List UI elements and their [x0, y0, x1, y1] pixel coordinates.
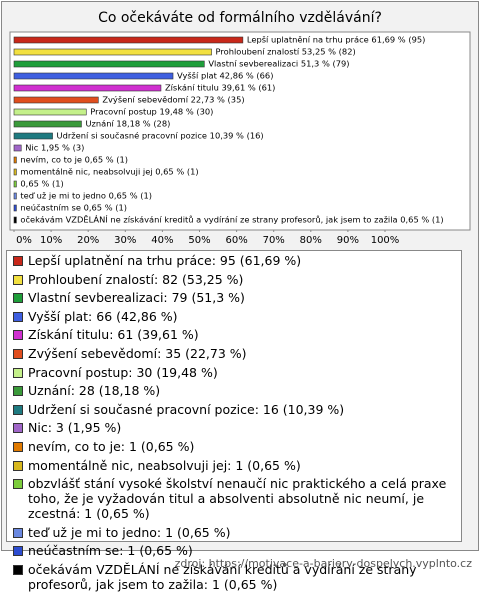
legend-swatch — [13, 423, 23, 434]
bar-label: 0,65 % (1) — [20, 179, 63, 189]
legend-item: Získání titulu: 61 (39,61 %) — [13, 327, 455, 342]
bar-label: Pracovní postup 19,48 % (30) — [90, 107, 213, 117]
legend-swatch — [13, 460, 23, 471]
legend-swatch — [13, 293, 23, 304]
bar — [13, 156, 17, 164]
bar-label: očekávám VZDĚLÁNÍ ne získávání kreditů a… — [20, 214, 443, 225]
legend-label: Nic: 3 (1,95 %) — [28, 420, 122, 436]
bar-label: Lepší uplatnění na trhu práce 61,69 % (9… — [247, 35, 426, 45]
legend-swatch — [13, 367, 23, 378]
legend-item: nevím, co to je: 1 (0,65 %) — [13, 439, 455, 454]
legend-label: Udržení si současné pracovní pozice: 16 … — [28, 401, 345, 417]
legend-label: Vyšší plat: 66 (42,86 %) — [28, 308, 178, 324]
bar — [13, 192, 17, 200]
bar — [13, 72, 174, 80]
x-tick-label: 0% — [16, 235, 32, 246]
legend-swatch — [13, 274, 23, 285]
legend-swatch — [13, 479, 23, 490]
bar-label: Nic 1,95 % (3) — [25, 143, 84, 153]
legend-item: Zvýšení sebevědomí: 35 (22,73 %) — [13, 346, 455, 361]
bar — [13, 96, 99, 104]
bar — [13, 168, 17, 176]
legend-swatch — [13, 404, 23, 415]
bar — [13, 216, 17, 224]
legend-swatch — [13, 564, 23, 575]
legend-swatch — [13, 330, 23, 341]
x-tick-label: 30% — [114, 235, 136, 246]
legend-item: teď už je mi to jedno: 1 (0,65 %) — [13, 525, 455, 540]
legend-item: momentálně nic, neabsolvuji jej: 1 (0,65… — [13, 458, 455, 473]
legend-swatch — [13, 527, 23, 538]
bar — [13, 60, 205, 68]
x-tick-label: 100% — [371, 235, 400, 246]
legend-item: Vlastní sevberealizaci: 79 (51,3 %) — [13, 290, 455, 305]
bar — [13, 120, 82, 128]
bar — [13, 144, 22, 152]
bar-label: Získání titulu 39,61 % (61) — [165, 83, 275, 93]
legend-swatch — [13, 386, 23, 397]
bar — [13, 132, 53, 140]
legend-item: Prohloubení znalostí: 82 (53,25 %) — [13, 272, 455, 287]
x-tick-label: 20% — [77, 235, 99, 246]
bar — [13, 108, 87, 116]
bar-label: teď už je mi to jedno 0,65 % (1) — [20, 191, 152, 201]
legend-swatch — [13, 348, 23, 359]
bar-label: Vyšší plat 42,86 % (66) — [177, 71, 273, 81]
legend-item: neúčastním se: 1 (0,65 %) — [13, 543, 455, 558]
legend-label: nevím, co to je: 1 (0,65 %) — [28, 438, 195, 454]
legend: Lepší uplatnění na trhu práce: 95 (61,69… — [6, 250, 462, 592]
bar-label: nevím, co to je 0,65 % (1) — [20, 155, 128, 165]
legend-label: teď už je mi to jedno: 1 (0,65 %) — [28, 524, 231, 540]
legend-swatch — [13, 441, 23, 452]
bar-label: Vlastní sevberealizaci 51,3 % (79) — [208, 59, 349, 69]
x-tick-label: 70% — [263, 235, 285, 246]
legend-label: Lepší uplatnění na trhu práce: 95 (61,69… — [28, 253, 302, 268]
x-tick-label: 10% — [40, 235, 62, 246]
bar-label: Uznání 18,18 % (28) — [85, 119, 170, 129]
legend-item: Nic: 3 (1,95 %) — [13, 420, 455, 435]
chart: Co očekáváte od formálního vzdělávání? 0… — [9, 10, 471, 246]
bar-label: Zvýšení sebevědomí 22,73 % (35) — [102, 95, 244, 105]
legend-item: obzvlášť stání vysoké školství nenaučí n… — [13, 476, 455, 521]
bar-label: Udržení si současné pracovní pozice 10,3… — [57, 131, 264, 141]
legend-swatch — [13, 311, 23, 322]
legend-label: Vlastní sevberealizaci: 79 (51,3 %) — [28, 290, 245, 306]
x-tick-label: 60% — [225, 235, 247, 246]
legend-item: Lepší uplatnění na trhu práce: 95 (61,69… — [13, 253, 455, 268]
bar-label: neúčastním se 0,65 % (1) — [20, 203, 127, 213]
bar-label: momentálně nic, neabsolvuji jej 0,65 % (… — [20, 167, 198, 177]
legend-swatch — [13, 546, 23, 557]
legend-label: Získání titulu: 61 (39,61 %) — [28, 327, 199, 343]
bar — [13, 48, 212, 56]
legend-item: Vyšší plat: 66 (42,86 %) — [13, 309, 455, 324]
legend-label: neúčastním se: 1 (0,65 %) — [28, 543, 193, 559]
legend-label: Uznání: 28 (18,18 %) — [28, 383, 161, 399]
legend-item: Pracovní postup: 30 (19,48 %) — [13, 365, 455, 380]
bar — [13, 204, 17, 212]
legend-label: Zvýšení sebevědomí: 35 (22,73 %) — [28, 345, 247, 361]
legend-item: Udržení si současné pracovní pozice: 16 … — [13, 402, 455, 417]
legend-swatch — [13, 256, 23, 266]
bar — [13, 180, 17, 188]
chart-title: Co očekáváte od formálního vzdělávání? — [98, 10, 382, 26]
bar-label: Prohloubení znalostí 53,25 % (82) — [216, 47, 356, 57]
bar — [13, 36, 244, 44]
source: zdroj: https://motivace-a-bariery-dospel… — [174, 557, 472, 570]
legend-label: obzvlášť stání vysoké školství nenaučí n… — [28, 476, 447, 522]
legend-label: Pracovní postup: 30 (19,48 %) — [28, 364, 218, 380]
x-tick-label: 40% — [151, 235, 173, 246]
x-tick-label: 50% — [188, 235, 210, 246]
legend-item: Uznání: 28 (18,18 %) — [13, 383, 455, 398]
bar — [13, 84, 162, 92]
legend-label: momentálně nic, neabsolvuji jej: 1 (0,65… — [28, 457, 301, 473]
x-tick-label: 90% — [337, 235, 359, 246]
legend-label: Prohloubení znalostí: 82 (53,25 %) — [28, 271, 244, 287]
x-tick-label: 80% — [300, 235, 322, 246]
